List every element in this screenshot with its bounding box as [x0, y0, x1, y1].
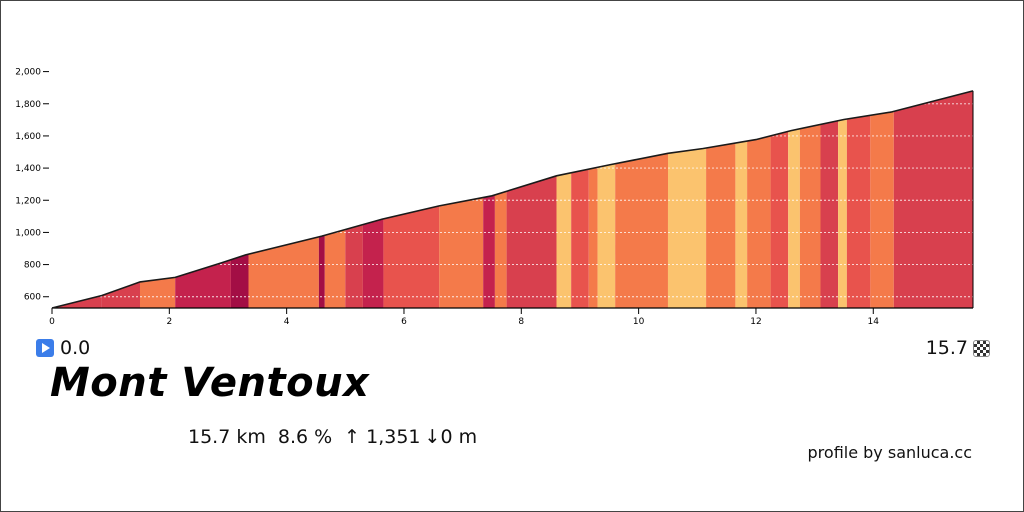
gradient-segment-2	[139, 277, 176, 308]
y-tick-label-1600: 1,600	[15, 132, 41, 142]
x-tick-label-12: 12	[750, 317, 761, 327]
x-tick-label-14: 14	[868, 317, 880, 327]
gradient-segment-19	[615, 153, 668, 308]
gradient-segment-24	[770, 131, 789, 308]
gradient-segment-8	[345, 224, 363, 308]
y-tick-label-1000: 1,000	[15, 228, 41, 238]
gradient-segment-1	[101, 281, 140, 308]
climb-stats: 15.7 km 8.6 % ↑ 1,351 ↓0 m	[188, 426, 477, 448]
gradient-segment-12	[483, 194, 495, 308]
climb-distance: 15.7 km	[188, 426, 266, 448]
gradient-segment-21	[706, 143, 736, 308]
checkered-flag-icon	[973, 339, 990, 357]
gradient-segment-30	[870, 111, 894, 309]
gradient-segment-31	[893, 90, 973, 309]
gradient-segment-13	[494, 191, 507, 308]
climb-ascent: ↑ 1,351	[344, 426, 421, 448]
gradient-segment-17	[588, 167, 598, 308]
gradient-segment-27	[820, 120, 839, 308]
x-axis: 0 2 4 6 8 10 12 14	[49, 90, 974, 327]
y-tick-label-800: 800	[24, 261, 41, 271]
gradient-segment-22	[735, 141, 748, 308]
x-tick-label-8: 8	[518, 317, 524, 327]
gradient-segment-10	[383, 205, 440, 308]
gradient-segment-26	[799, 124, 821, 308]
y-tick-label-1800: 1,800	[15, 100, 41, 110]
gradient-segment-18	[597, 163, 616, 308]
gradient-segment-28	[838, 119, 847, 308]
gradient-segments	[52, 90, 973, 309]
gradient-segment-4	[230, 254, 249, 308]
play-icon	[36, 339, 54, 357]
finish-km: 15.7	[925, 337, 968, 359]
profile-credit: profile by sanluca.cc	[807, 443, 972, 462]
y-tick-label-600: 600	[24, 293, 41, 303]
y-tick-label-1400: 1,400	[15, 164, 41, 174]
gradient-segment-25	[788, 128, 800, 308]
gradient-segment-11	[439, 197, 484, 308]
x-tick-label-2: 2	[166, 317, 172, 327]
gradient-segment-29	[846, 115, 871, 309]
gradient-segment-3	[175, 259, 231, 308]
elevation-outline	[51, 90, 974, 309]
x-tick-label-6: 6	[401, 317, 407, 327]
gradient-segment-6	[318, 235, 325, 308]
gradient-segment-23	[747, 135, 771, 308]
y-tick-label-2000: 2,000	[15, 68, 41, 78]
gradient-segment-20	[667, 148, 707, 308]
gradient-segment-5	[248, 236, 319, 308]
start-marker: 0.0	[36, 336, 90, 360]
gradient-segment-9	[362, 218, 384, 308]
gradient-segment-14	[506, 175, 557, 308]
climb-gradient: 8.6 %	[277, 426, 333, 448]
x-tick-label-10: 10	[633, 317, 645, 327]
gradient-segment-15	[556, 172, 572, 308]
x-tick-label-0: 0	[49, 317, 55, 327]
start-km: 0.0	[60, 337, 91, 359]
climb-descent: ↓0 m	[424, 426, 478, 448]
y-tick-label-1200: 1,200	[15, 196, 41, 206]
y-axis: 600 800 1,000 1,200 1,400 1,600 1,800 2,000	[15, 68, 49, 303]
finish-marker: 15.7	[926, 336, 990, 360]
grid-lines	[52, 71, 973, 298]
gradient-segment-16	[571, 169, 589, 308]
gradient-segment-7	[324, 229, 346, 308]
climb-title: Mont Ventoux	[50, 360, 370, 406]
x-tick-label-4: 4	[284, 317, 290, 327]
